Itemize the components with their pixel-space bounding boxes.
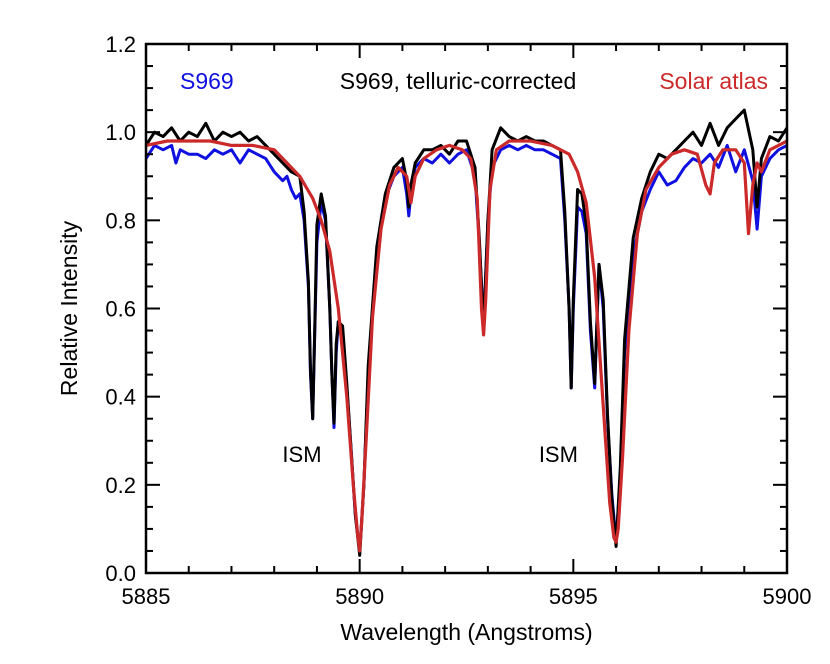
ism-annotation: ISM [282, 442, 321, 467]
data-series-layer [144, 108, 789, 557]
y-tick-label: 1.2 [105, 32, 136, 57]
legend: S969 S969, telluric-corrected Solar atlas [180, 68, 768, 94]
x-axis-ticks: 5885 5890 5895 5900 [122, 44, 812, 609]
legend-label-3: Solar atlas [659, 68, 768, 94]
y-tick-label: 0.2 [105, 473, 136, 498]
y-tick-label: 0.0 [105, 561, 136, 586]
legend-label-2: S969, telluric-corrected [340, 68, 577, 94]
y-tick-label: 0.4 [105, 385, 136, 410]
plot-frame [144, 42, 789, 575]
legend-label-1: S969 [180, 68, 234, 94]
x-tick-label: 5895 [549, 584, 598, 609]
series-line-3 [145, 139, 788, 553]
x-tick-label: 5900 [763, 584, 812, 609]
y-axis-ticks: 0.0 0.2 0.4 0.6 0.8 1.0 1.2 [105, 32, 787, 586]
y-tick-label: 0.8 [105, 208, 136, 233]
x-tick-label: 5885 [122, 584, 171, 609]
x-tick-label: 5890 [335, 584, 384, 609]
series-line-1 [144, 143, 788, 553]
series-line-2 [144, 108, 789, 557]
y-tick-label: 1.0 [105, 120, 136, 145]
y-axis-title: Relative Intensity [56, 220, 82, 396]
annotations: ISM ISM [282, 442, 578, 467]
y-tick-label: 0.6 [105, 297, 136, 322]
x-axis-title: Wavelength (Angstroms) [340, 619, 592, 645]
ism-annotation: ISM [539, 442, 578, 467]
